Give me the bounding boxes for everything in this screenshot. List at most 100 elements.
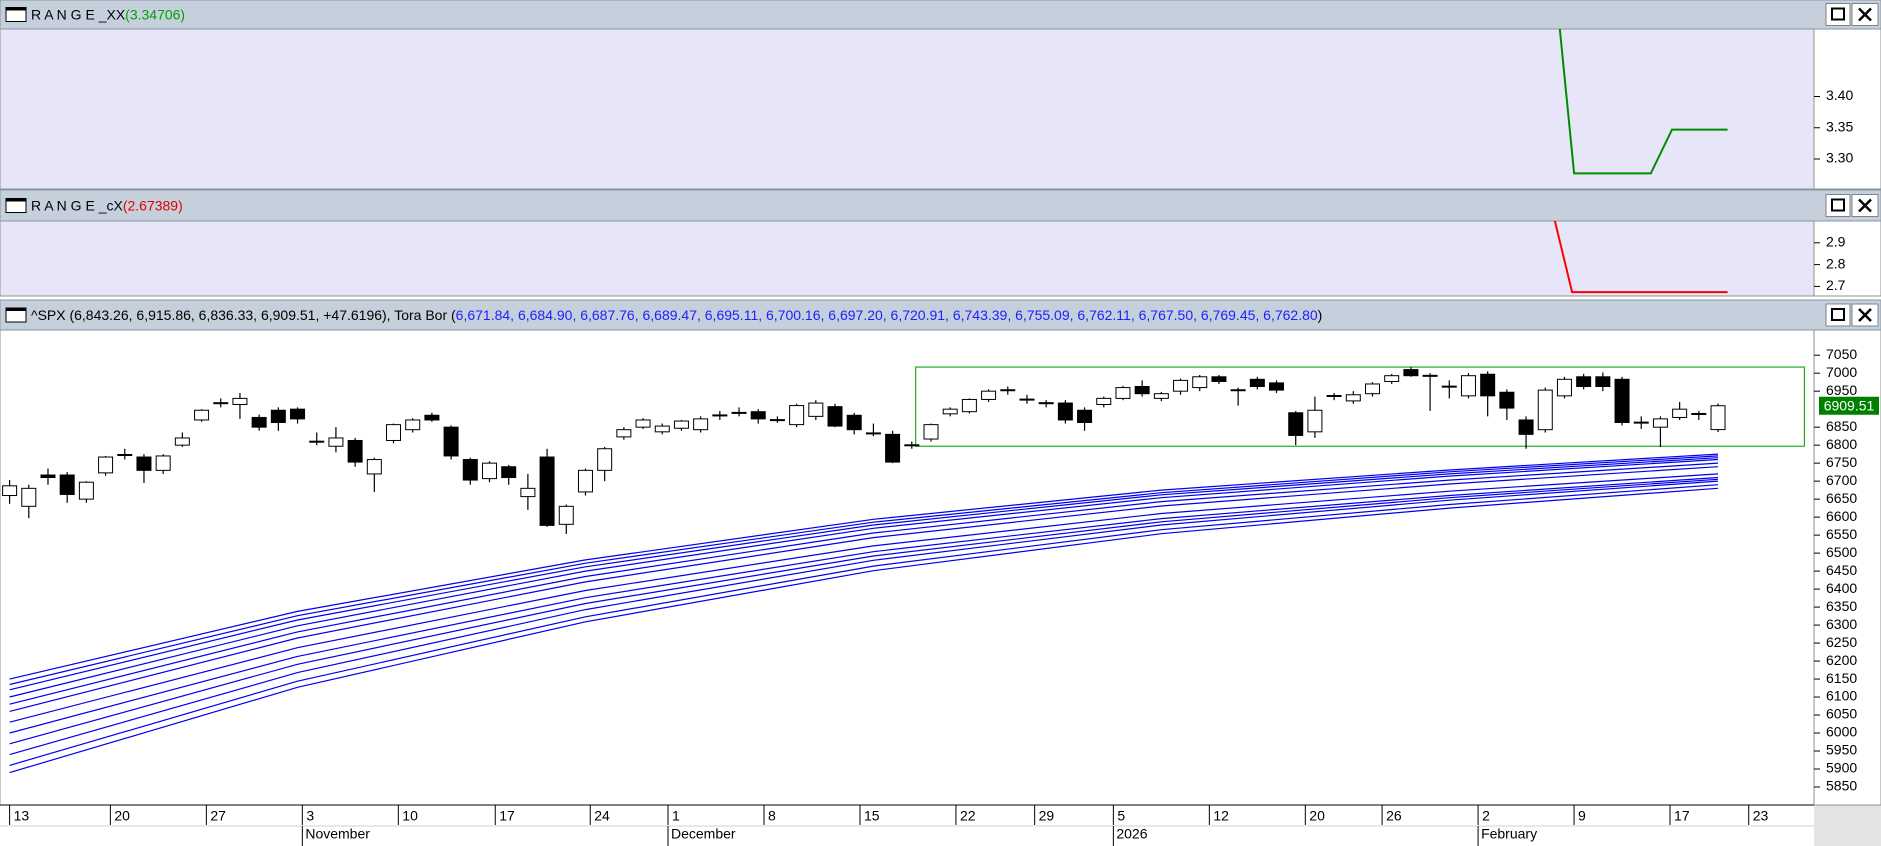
close-button[interactable] <box>1851 194 1879 217</box>
y-tick-label: 6200 <box>1826 652 1857 668</box>
candle-body <box>78 481 94 500</box>
maximize-button[interactable] <box>1825 194 1851 217</box>
x-tick-label: 1 <box>672 808 680 824</box>
candle-body <box>232 397 248 405</box>
panel-title: R A N G E _cX(2.67389) <box>31 197 183 213</box>
candle-body <box>865 432 881 435</box>
candle-body <box>462 459 478 481</box>
candle-body <box>846 414 862 431</box>
y-tick-label: 6250 <box>1826 634 1857 650</box>
candle-body <box>1077 409 1093 423</box>
panel-header <box>0 189 1881 222</box>
y-tick-label: 6400 <box>1826 580 1857 596</box>
candle-body <box>789 405 805 426</box>
band-line <box>9 487 1719 774</box>
candle-body <box>386 424 402 441</box>
maximize-button[interactable] <box>1825 3 1851 26</box>
candle-body <box>1460 375 1476 397</box>
close-glyph <box>1858 308 1872 322</box>
y-tick-label: 6350 <box>1826 598 1857 614</box>
y-tick-label: 5950 <box>1826 742 1857 758</box>
x-tick-label: 10 <box>402 808 418 824</box>
x-tick-label: 24 <box>594 808 610 824</box>
candle-body <box>1153 393 1169 399</box>
month-label: February <box>1481 826 1537 842</box>
candle-body <box>769 419 785 422</box>
candle-body <box>481 462 497 480</box>
y-tick-label: 6450 <box>1826 562 1857 578</box>
candle-body <box>1576 376 1592 387</box>
candle-body <box>1096 397 1112 405</box>
plot-area <box>0 220 1815 297</box>
y-tick-label: 2.7 <box>1826 277 1846 293</box>
candle-body <box>328 437 344 447</box>
candle-body <box>366 459 382 475</box>
price-axis <box>1813 28 1881 190</box>
band-line <box>9 476 1719 734</box>
y-tick-label: 6100 <box>1826 688 1857 704</box>
icon-bar <box>6 308 26 311</box>
y-tick-label: 3.40 <box>1826 87 1853 103</box>
candle-body <box>1633 421 1649 424</box>
candle-body <box>1307 409 1323 433</box>
month-label: 2026 <box>1116 826 1147 842</box>
close-button[interactable] <box>1851 303 1879 327</box>
candle-body <box>1345 394 1361 402</box>
corner-area <box>1814 805 1881 846</box>
x-tick-label: 8 <box>768 808 776 824</box>
candle-body <box>1614 378 1630 423</box>
x-tick-label: 17 <box>499 808 515 824</box>
y-tick-label: 6600 <box>1826 508 1857 524</box>
x-tick-label: 13 <box>14 808 30 824</box>
candle-body <box>693 418 709 431</box>
last-price-box <box>1819 396 1879 415</box>
window-icon <box>5 198 27 213</box>
band-line <box>9 478 1719 745</box>
close-button[interactable] <box>1851 3 1879 26</box>
y-tick-label: 6050 <box>1826 706 1857 722</box>
window-icon <box>5 7 27 22</box>
candle-body <box>98 456 114 474</box>
band-line <box>9 453 1719 680</box>
band-line <box>9 484 1719 766</box>
x-tick-label: 26 <box>1386 808 1402 824</box>
close-glyph <box>1858 198 1872 213</box>
candle-body <box>1230 389 1246 392</box>
candle-body <box>961 398 977 413</box>
title-value: (2.67389) <box>123 197 183 213</box>
candle-body <box>1441 385 1457 388</box>
candle-body <box>750 411 766 420</box>
candle-body <box>635 419 651 428</box>
last-price-label: 6909.51 <box>1824 397 1875 413</box>
month-label: November <box>305 826 370 842</box>
title-value: (3.34706) <box>125 6 185 22</box>
plot-marks <box>1553 221 1728 294</box>
candle-body <box>347 439 363 463</box>
candle-body <box>1269 382 1285 391</box>
x-tick-label: 29 <box>1039 808 1055 824</box>
candle-body <box>827 406 843 427</box>
candle-body <box>654 425 670 433</box>
candle-body <box>539 456 555 526</box>
candle-body <box>1000 389 1016 392</box>
candle-body <box>443 426 459 457</box>
candle-body <box>1480 373 1496 397</box>
candle-body <box>1518 419 1534 435</box>
icon-bar <box>6 7 26 11</box>
band-line <box>9 457 1719 691</box>
candle-body <box>1115 387 1131 399</box>
candle-body <box>1691 412 1707 415</box>
maximize-button[interactable] <box>1825 303 1851 327</box>
y-tick-label: 6850 <box>1826 418 1857 434</box>
y-tick-label: 3.35 <box>1826 118 1853 134</box>
panel-title: ^SPX (6,843.26, 6,915.86, 6,836.33, 6,90… <box>31 307 1322 323</box>
y-tick-label: 6150 <box>1826 670 1857 686</box>
band-line <box>9 458 1719 698</box>
candle-body <box>923 424 939 440</box>
band-line <box>9 480 1719 756</box>
candle-body <box>1249 378 1265 387</box>
y-tick-label: 5900 <box>1826 760 1857 776</box>
candle-body <box>520 487 536 498</box>
band-line <box>9 466 1719 712</box>
